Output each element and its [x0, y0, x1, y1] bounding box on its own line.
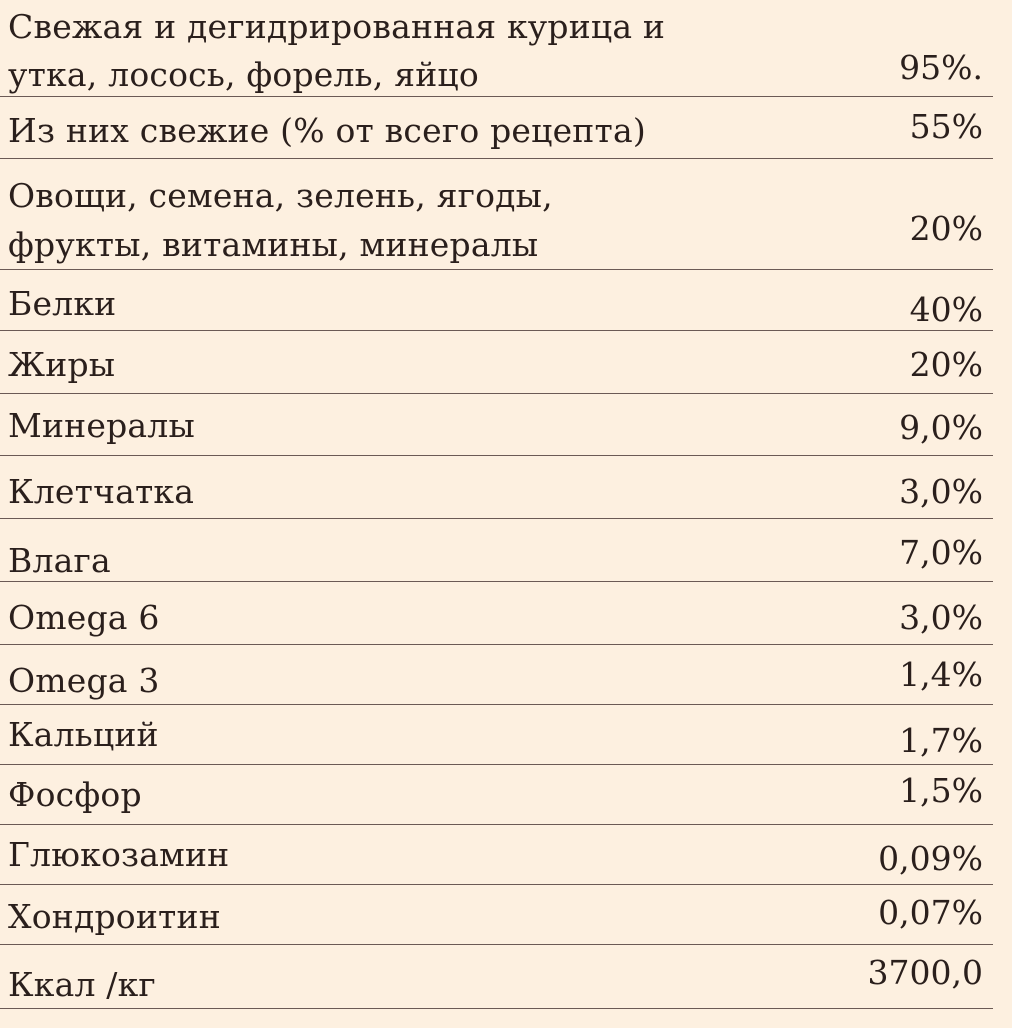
row-label: Глюкозамин — [8, 835, 230, 874]
row-value: 0,09% — [878, 839, 983, 878]
row-label: Белки — [8, 284, 117, 323]
row-value: 40% — [909, 290, 983, 329]
row-label: Клетчатка — [8, 472, 195, 511]
row-label: Минералы — [8, 406, 195, 445]
row-value: 1,7% — [899, 721, 983, 760]
table-row: Свежая и дегидрированная курица и утка, … — [0, 0, 993, 97]
table-row: Ккал /кг 3700,0 — [0, 945, 993, 1009]
row-value: 20% — [909, 345, 983, 384]
row-value: 1,5% — [899, 771, 983, 810]
row-label: Из них свежие (% от всего рецепта) — [8, 111, 646, 150]
table-row: Из них свежие (% от всего рецепта) 55% — [0, 97, 993, 159]
row-label: Хондроитин — [8, 897, 221, 936]
row-label: Omega 3 — [8, 661, 160, 700]
row-label: Жиры — [8, 345, 116, 384]
row-label: фрукты, витамины, минералы — [8, 225, 539, 264]
table-row: Глюкозамин 0,09% — [0, 825, 993, 885]
row-value: 1,4% — [899, 655, 983, 694]
row-value: 3700,0 — [867, 953, 983, 992]
table-row: Белки 40% — [0, 270, 993, 331]
table-row: Omega 6 3,0% — [0, 582, 993, 645]
table-row: Овощи, семена, зелень, ягоды, фрукты, ви… — [0, 159, 993, 270]
row-value: 7,0% — [899, 533, 983, 572]
row-value: 9,0% — [899, 408, 983, 447]
row-label: утка, лосось, форель, яйцо — [8, 55, 479, 94]
row-label: Omega 6 — [8, 598, 160, 637]
row-label: Свежая и дегидрированная курица и — [8, 7, 666, 46]
table-row: Минералы 9,0% — [0, 394, 993, 456]
row-label: Ккал /кг — [8, 965, 156, 1004]
row-label: Овощи, семена, зелень, ягоды, — [8, 176, 553, 215]
row-value: 20% — [909, 209, 983, 248]
table-row: Влага 7,0% — [0, 519, 993, 582]
row-label: Кальций — [8, 715, 159, 754]
row-value: 0,07% — [878, 893, 983, 932]
row-label: Фосфор — [8, 775, 142, 814]
row-value: 3,0% — [899, 472, 983, 511]
table-row: Omega 3 1,4% — [0, 645, 993, 705]
row-label: Влага — [8, 541, 111, 580]
row-value: 95%. — [899, 48, 983, 87]
table-row: Фосфор 1,5% — [0, 765, 993, 825]
row-value: 3,0% — [899, 598, 983, 637]
table-row: Кальций 1,7% — [0, 705, 993, 765]
row-value: 55% — [909, 107, 983, 146]
table-row: Жиры 20% — [0, 331, 993, 394]
table-row: Хондроитин 0,07% — [0, 885, 993, 945]
table-row: Клетчатка 3,0% — [0, 456, 993, 519]
